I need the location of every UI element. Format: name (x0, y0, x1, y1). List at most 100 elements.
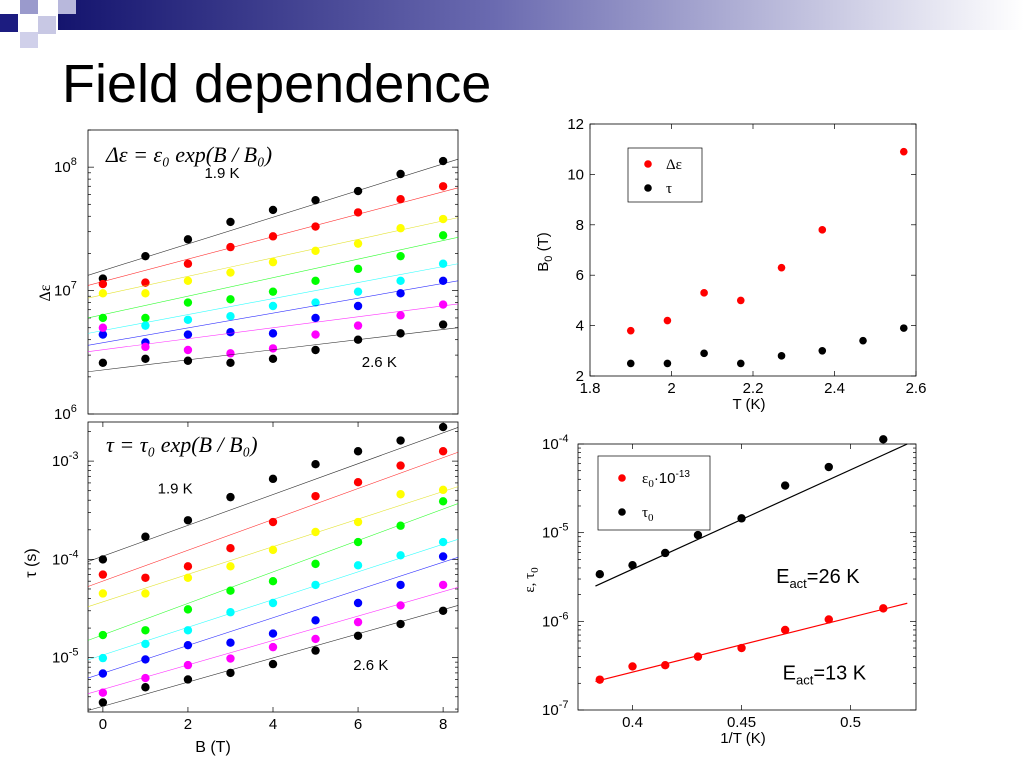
data-point (183, 276, 193, 286)
y-tick-base: 10 (542, 702, 559, 719)
x-tick-label: 0.5 (840, 714, 861, 731)
data-point (396, 276, 405, 286)
activation-energy-main: E (783, 663, 796, 685)
data-point (644, 160, 652, 168)
data-point (268, 576, 278, 586)
y-tick-base: 10 (542, 613, 559, 630)
data-point (183, 345, 193, 355)
y-tick-label: 10-6 (542, 610, 568, 630)
fit-line (87, 237, 459, 319)
data-point (183, 605, 193, 614)
data-point (226, 328, 235, 337)
data-point (618, 474, 626, 482)
data-point (98, 289, 108, 298)
data-point (183, 330, 193, 339)
data-point (628, 560, 637, 570)
x-tick-label: 0.4 (622, 714, 643, 731)
y-tick-label: 10-5 (52, 647, 78, 667)
data-point (98, 570, 108, 579)
activation-energy-tail: =13 K (813, 663, 866, 685)
legend-label-sub: 0 (648, 478, 654, 490)
x-axis-label: T (K) (732, 396, 765, 413)
y-axis-label: Δε (37, 284, 54, 301)
data-point (226, 668, 235, 678)
data-point (353, 617, 363, 627)
data-point (141, 313, 150, 323)
data-point (644, 184, 652, 192)
data-point (141, 321, 150, 330)
data-point (268, 642, 278, 652)
y-tick-base: 10 (52, 551, 69, 568)
fit-line (87, 263, 459, 334)
y-tick-exponent: -3 (69, 450, 79, 462)
data-point (268, 257, 278, 267)
fit-line (87, 605, 459, 711)
data-point (353, 335, 363, 344)
data-point (353, 287, 363, 296)
data-point (141, 354, 150, 364)
data-point (396, 224, 405, 233)
data-point (268, 545, 278, 555)
data-point (226, 654, 235, 663)
data-point (98, 323, 108, 332)
y-tick-base: 10 (52, 650, 69, 667)
y-tick-label: 107 (54, 280, 77, 300)
data-point (268, 344, 278, 353)
x-tick-label: 1.8 (580, 380, 601, 397)
data-point (226, 608, 235, 617)
x-axis-label: 1/T (K) (720, 730, 766, 747)
legend-label-main: ε (642, 471, 648, 487)
data-point (438, 300, 448, 309)
data-point (353, 186, 363, 196)
data-point (311, 491, 320, 501)
y-tick-exponent: -7 (559, 699, 569, 711)
data-point (626, 326, 635, 335)
data-point (183, 298, 193, 307)
y-tick-base: 10 (542, 436, 559, 453)
data-point (268, 205, 278, 215)
data-point (663, 316, 672, 325)
header-gradient-bar (58, 0, 1024, 30)
data-point (141, 278, 150, 287)
data-point (311, 646, 320, 655)
data-point (661, 661, 670, 670)
data-point (438, 537, 448, 547)
data-point (141, 626, 150, 635)
data-point (396, 251, 405, 261)
x-tick-label: 2.6 (906, 380, 927, 397)
data-point (438, 214, 448, 224)
data-point (736, 359, 745, 368)
y-axis-label-main: B (535, 262, 552, 272)
data-point (311, 313, 320, 323)
data-point (353, 239, 363, 248)
data-point (661, 548, 670, 558)
x-tick-label: 6 (354, 716, 362, 733)
legend-label-main: τ (642, 505, 648, 521)
data-point (141, 289, 150, 298)
data-point (693, 652, 703, 661)
legend-label: ε0·10-13 (642, 469, 690, 490)
data-point (141, 589, 150, 598)
data-point (777, 263, 786, 272)
y-tick-base: 10 (542, 525, 559, 542)
y-tick-label: 106 (54, 403, 77, 423)
data-point (98, 589, 108, 598)
data-point (268, 659, 278, 669)
data-point (438, 497, 448, 506)
data-point (824, 615, 833, 624)
data-point (311, 616, 320, 625)
y-tick-label: 8 (576, 217, 584, 234)
y-tick-exponent: -5 (69, 647, 79, 659)
activation-energy-sub: act (796, 673, 814, 688)
fit-line (87, 280, 459, 346)
y-tick-label: 4 (576, 318, 584, 335)
data-point (268, 598, 278, 608)
data-point (396, 169, 405, 179)
data-point (226, 349, 235, 358)
fit-line (87, 503, 459, 641)
y-axis-label: τ (s) (23, 548, 40, 577)
data-point (438, 231, 448, 240)
y-tick-exponent: 7 (71, 280, 77, 292)
data-point (183, 516, 193, 525)
activation-energy-label: Eact=26 K (776, 566, 860, 591)
